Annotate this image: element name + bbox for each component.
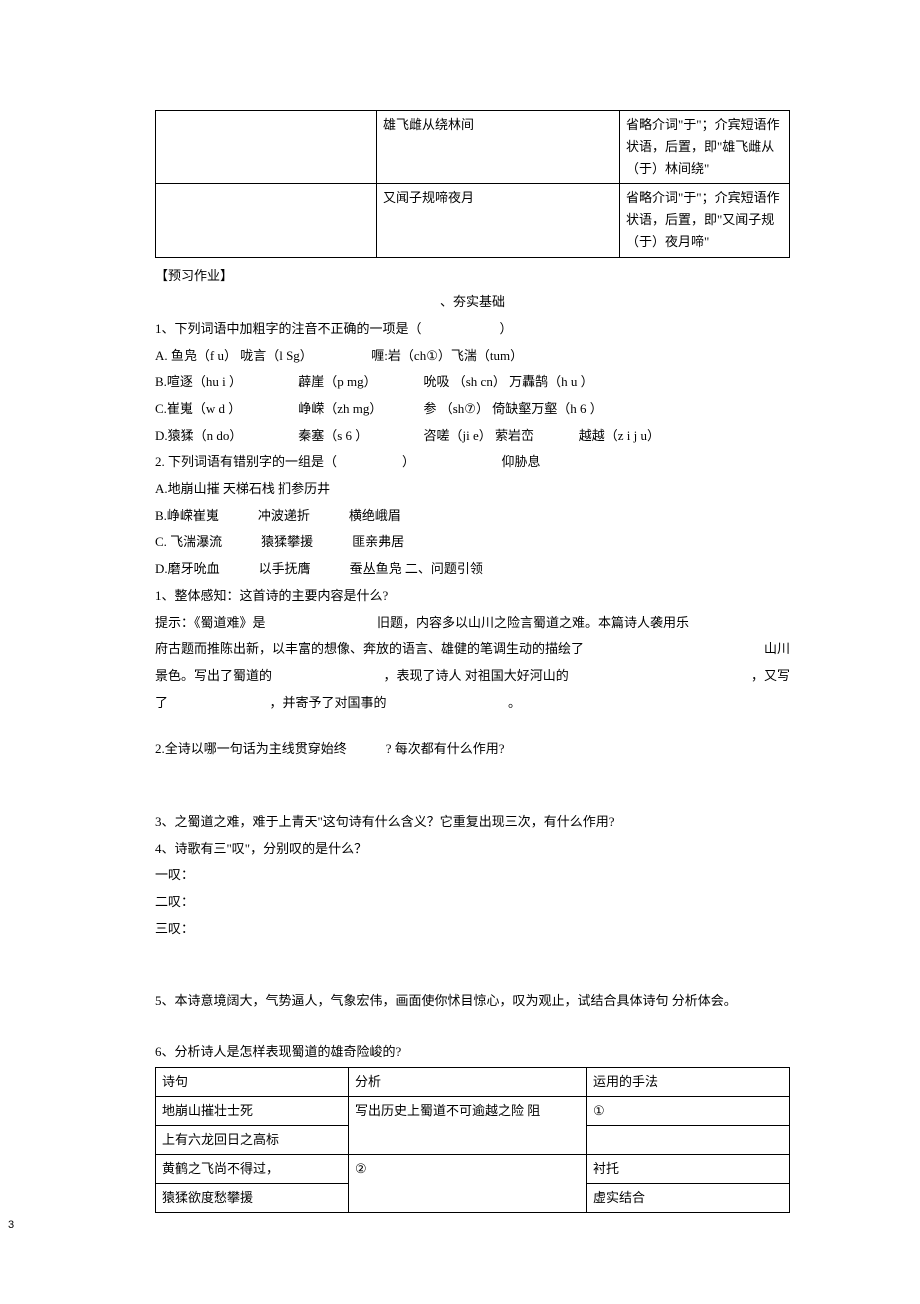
table-cell: 衬托 (587, 1155, 790, 1184)
page-number: 3 (8, 1215, 14, 1236)
table-cell: 写出历史上蜀道不可逾越之险 阻 (349, 1096, 587, 1154)
hint-3-mid: ，表现了诗人 对祖国大好河山的 (384, 668, 569, 683)
q2-stem: 2. 下列词语有错别字的一组是（ ） 仰胁息 (155, 450, 790, 475)
q1-extra: 仰胁息 (502, 454, 541, 469)
table-cell: 上有六龙回日之高标 (156, 1125, 349, 1154)
q1-option-c: C.崔嵬（w d ） 峥嵘（zh mg） 参 （sh⑦） 倚缺壑万壑（h 6 ） (155, 397, 790, 422)
q1-stem: 1、下列词语中加粗字的注音不正确的一项是（ ） (155, 317, 790, 342)
hint-4-right: 。 (508, 695, 521, 710)
sigh-3: 三叹： (155, 917, 790, 942)
hint-1-mid: 旧题，内容多以山川之险言蜀道之难。本篇诗人袭用乐 (377, 615, 689, 630)
table-cell (156, 111, 377, 184)
table-cell: 猿猱欲度愁攀援 (156, 1184, 349, 1213)
q2-option-d: D.磨牙吮血 以手抚膺 蚕丛鱼凫 二、问题引领 (155, 557, 790, 582)
opt-b1: B.喧逐（hu i ） (155, 370, 273, 395)
opt-b3: 吮吸 （sh cn） 万轟鹄（h u ） (424, 370, 594, 395)
q-body-2: 2.全诗以哪一句话为主线贯穿始终 ? 每次都有什么作用? (155, 737, 790, 762)
grammar-table: 雄飞雌从绕林间 省略介词"于"；介宾短语作状语，后置，即"雄飞雌从（于）林间绕"… (155, 110, 790, 258)
sigh-2: 二叹： (155, 890, 790, 915)
table-cell: 又闻子规啼夜月 (377, 184, 620, 257)
table-cell: 省略介词"于"；介宾短语作状语，后置，即"又闻子规（于）夜月啼" (620, 184, 790, 257)
hint-2-left: 府古题而推陈出新，以丰富的想像、奔放的语言、雄健的笔调生动的描绘了 (155, 637, 584, 662)
q1-option-a: A. 鱼凫（f u） 咙言（l Sg） 喱:岩（ch①）飞湍（tum） (155, 344, 790, 369)
table-cell: ① (587, 1096, 790, 1125)
opt-d1: D.猿猱（n do） (155, 424, 273, 449)
hint-line-1: 提示：《蜀道难》是 旧题，内容多以山川之险言蜀道之难。本篇诗人袭用乐 (155, 611, 790, 636)
table-header: 诗句 (156, 1067, 349, 1096)
q2-option-a: A.地崩山摧 天梯石栈 扪参历井 (155, 477, 790, 502)
opt-c2: 峥嵘（zh mg） (298, 397, 398, 422)
sigh-1: 一叹： (155, 863, 790, 888)
opt-c1: C.崔嵬（w d ） (155, 397, 273, 422)
table-header: 运用的手法 (587, 1067, 790, 1096)
hint-4-mid: ，并寄予了对国事的 (270, 695, 387, 710)
hint-3-right: ，又写 (751, 664, 790, 689)
q-body-5: 5、本诗意境阔大，气势逼人，气象宏伟，画面使你怵目惊心，叹为观止，试结合具体诗句… (155, 989, 790, 1014)
q-body-6: 6、分析诗人是怎样表现蜀道的雄奇险峻的? (155, 1040, 790, 1065)
q-body-3: 3、之蜀道之难，难于上青天"这句诗有什么含义？它重复出现三次，有什么作用? (155, 810, 790, 835)
table-cell: ② (349, 1155, 587, 1213)
analysis-table: 诗句 分析 运用的手法 地崩山摧壮士死 写出历史上蜀道不可逾越之险 阻 ① 上有… (155, 1067, 790, 1213)
table-cell: 虚实结合 (587, 1184, 790, 1213)
hint-4-left: 了 (155, 695, 168, 710)
q1-option-b: B.喧逐（hu i ） 薜崖（p mg） 吮吸 （sh cn） 万轟鹄（h u … (155, 370, 790, 395)
q2-option-b: B.峥嵘崔嵬 冲波递折 横绝峨眉 (155, 504, 790, 529)
q-body-1: 1、整体感知：这首诗的主要内容是什么? (155, 584, 790, 609)
q-body-4: 4、诗歌有三"叹"，分别叹的是什么？ (155, 837, 790, 862)
table-cell (587, 1125, 790, 1154)
hint-line-4: 了 ，并寄予了对国事的 。 (155, 691, 790, 716)
table-cell: 雄飞雌从绕林间 (377, 111, 620, 184)
q2-option-c: C. 飞湍瀑流 猿猱攀援 匪亲弗居 (155, 530, 790, 555)
table-cell: 省略介词"于"；介宾短语作状语，后置，即"雄飞雌从（于）林间绕" (620, 111, 790, 184)
table-cell: 黄鹤之飞尚不得过， (156, 1155, 349, 1184)
hint-2-right: 山川 (764, 637, 790, 662)
opt-d2: 秦塞（s 6 ） (298, 424, 398, 449)
foundation-title: 、夯实基础 (155, 290, 790, 315)
opt-d4: 越越（z i j u） (579, 424, 660, 449)
hint-3-left: 景色。写出了蜀道的 (155, 668, 272, 683)
hint-line-2: 府古题而推陈出新，以丰富的想像、奔放的语言、雄健的笔调生动的描绘了 山川 (155, 637, 790, 662)
hint-line-3: 景色。写出了蜀道的 ，表现了诗人 对祖国大好河山的 ，又写 (155, 664, 790, 689)
hint-1-left: 提示：《蜀道难》是 (155, 615, 266, 630)
table-cell: 地崩山摧壮士死 (156, 1096, 349, 1125)
table-header: 分析 (349, 1067, 587, 1096)
q1-option-d: D.猿猱（n do） 秦塞（s 6 ） 咨嗟（ji e） 萦岩峦 越越（z i … (155, 424, 790, 449)
opt-d3: 咨嗟（ji e） 萦岩峦 (424, 424, 554, 449)
opt-c3: 参 （sh⑦） 倚缺壑万壑（h 6 ） (424, 397, 603, 422)
q2-stem-text: 2. 下列词语有错别字的一组是（ ） (155, 454, 415, 469)
preclass-label: 【预习作业】 (155, 264, 790, 289)
table-cell (156, 184, 377, 257)
opt-b2: 薜崖（p mg） (298, 370, 398, 395)
